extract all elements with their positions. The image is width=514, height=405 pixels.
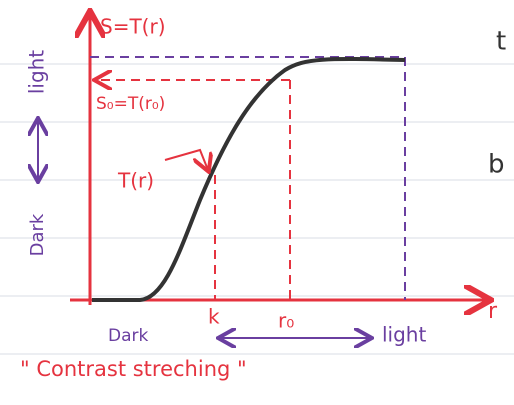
y-dark: Dark	[27, 213, 48, 256]
y-light: light	[25, 50, 49, 94]
x-light: light	[382, 323, 426, 347]
x-dark: Dark	[108, 326, 148, 346]
diagram: S=T(r) S₀=T(r₀) T(r) light Dark Dark k r…	[0, 0, 514, 405]
margin-note: t	[496, 27, 506, 57]
k-label: k	[208, 305, 220, 329]
r0-label: r₀	[278, 309, 294, 333]
margin-note: b	[488, 150, 505, 180]
page: {"graph": {"y_axis_label": "S=T(r)", "x_…	[0, 0, 514, 405]
y-axis-label: S=T(r)	[100, 15, 166, 39]
paper-lines	[0, 64, 514, 354]
x-axis-label: r	[488, 299, 498, 324]
level-label: S₀=T(r₀)	[96, 94, 165, 114]
caption: " Contrast streching "	[20, 357, 247, 381]
curve-pointer	[165, 150, 208, 170]
curve-label: T(r)	[117, 169, 154, 193]
